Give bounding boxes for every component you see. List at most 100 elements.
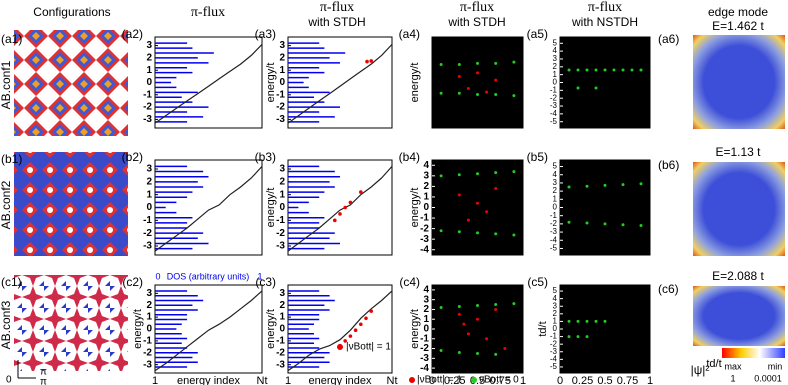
flow-point <box>439 229 443 233</box>
y-tick-label: 3 <box>553 178 558 187</box>
flow-point <box>512 302 516 306</box>
configuration-image <box>14 152 128 256</box>
flow-point <box>494 303 498 307</box>
dos-axis-label: 1 <box>257 271 262 281</box>
y-tick-label: 4 <box>553 294 558 303</box>
flow-point <box>466 86 470 90</box>
panel-label: (a5) <box>527 27 548 41</box>
y-tick-label: -3 <box>550 347 558 356</box>
x-tick-label: 0 <box>429 375 435 385</box>
y-tick-label: -1 <box>276 336 285 347</box>
x-tick-label: 0 <box>557 375 563 385</box>
flow-point <box>457 75 461 79</box>
column-subtitle: with STDH <box>447 15 505 29</box>
flow-point <box>462 322 466 326</box>
bott-point <box>348 334 353 338</box>
y-tick-label: -2 <box>143 228 152 239</box>
flow-point <box>457 305 461 309</box>
y-tick-label: 3 <box>146 164 152 175</box>
y-tick-label: -3 <box>143 359 152 370</box>
eigenvalue-curve <box>287 290 393 372</box>
y-tick-label: 0 <box>423 324 429 335</box>
x-tick-label: 0.75 <box>617 375 638 385</box>
y-tick-label: 2 <box>279 300 285 311</box>
flow-point <box>439 91 443 95</box>
y-tick-label: -2 <box>276 228 285 239</box>
y-tick-label: 2 <box>423 304 429 315</box>
panel-label: (c2) <box>122 275 143 289</box>
column-title: π-flux <box>191 5 225 20</box>
spectrum-fill <box>432 285 523 373</box>
y-tick-label: -3 <box>276 359 285 370</box>
y-tick-label: 1 <box>553 194 558 203</box>
legend-dot <box>409 377 415 383</box>
y-tick-label: -4 <box>550 109 558 118</box>
y-tick-label: -1 <box>143 336 152 347</box>
flow-point <box>457 91 461 95</box>
spectrum-fill <box>560 37 650 128</box>
x-tick-label: Nt <box>387 375 398 385</box>
y-tick-label: -2 <box>550 339 558 348</box>
flow-point <box>594 68 598 72</box>
y-axis-label: energy/t <box>409 188 421 228</box>
flow-point <box>585 319 589 323</box>
energy-label: E=2.088 t <box>712 269 764 283</box>
y-tick-label: 2 <box>553 309 558 318</box>
y-tick-label: 1 <box>423 314 429 325</box>
y-tick-label: 2 <box>146 53 152 64</box>
flow-point <box>476 201 479 205</box>
flow-point <box>567 185 571 189</box>
y-tick-label: 3 <box>423 294 429 305</box>
edge-mode-map <box>693 162 785 256</box>
flow-point <box>512 94 516 98</box>
panel-label: (a1) <box>1 32 22 46</box>
y-tick-label: -1 <box>550 85 558 94</box>
flow-point <box>639 182 643 186</box>
column-subtitle: with STDH <box>307 15 365 29</box>
y-tick-label: -4 <box>420 244 429 255</box>
flow-point <box>466 218 470 222</box>
y-axis-label: td/t <box>537 321 549 336</box>
bott-point <box>343 339 348 343</box>
axis-label: π <box>40 367 47 378</box>
bott-point <box>348 200 353 205</box>
y-tick-label: 0 <box>423 202 429 213</box>
column-title: Configurations <box>33 5 110 19</box>
colorbar-label: min <box>768 361 783 371</box>
y-axis-label: energy/t <box>265 188 277 228</box>
dos-axis-label: 0 <box>155 271 160 281</box>
y-tick-label: -2 <box>276 347 285 358</box>
y-tick-label: 5 <box>553 286 558 295</box>
flow-point <box>585 68 589 72</box>
configuration-image <box>14 275 128 371</box>
y-tick-label: 2 <box>553 62 558 71</box>
bott-point <box>359 322 363 327</box>
config-name: AB.conf2 <box>0 180 13 229</box>
flow-point <box>457 193 461 197</box>
energy-label: E=1.13 t <box>715 145 761 159</box>
legend-dot <box>337 344 343 350</box>
flow-point <box>476 304 479 308</box>
panel-label: (b4) <box>399 150 420 164</box>
flow-point <box>594 319 598 323</box>
y-tick-label: 1 <box>553 317 558 326</box>
panel-label: (a4) <box>399 27 420 41</box>
flow-point <box>494 307 498 311</box>
y-tick-label: 2 <box>553 186 558 195</box>
flow-point <box>457 230 461 234</box>
y-tick-label: 1 <box>146 312 152 323</box>
y-tick-label: 3 <box>146 40 152 51</box>
dos-axis-label: DOS (arbitrary units) <box>167 271 250 281</box>
y-tick-label: -3 <box>143 241 152 252</box>
y-tick-label: 4 <box>553 46 558 55</box>
bott-point <box>369 59 374 63</box>
y-axis-label: energy/t <box>265 63 277 103</box>
y-tick-label: -1 <box>143 215 152 226</box>
y-tick-label: -3 <box>420 353 429 364</box>
x-tick-label: 0.5 <box>470 375 485 385</box>
edge-mode-map <box>693 286 785 346</box>
flow-point <box>494 232 498 236</box>
flow-point <box>457 350 461 354</box>
y-tick-label: 1 <box>553 70 558 79</box>
flow-point <box>476 61 479 65</box>
